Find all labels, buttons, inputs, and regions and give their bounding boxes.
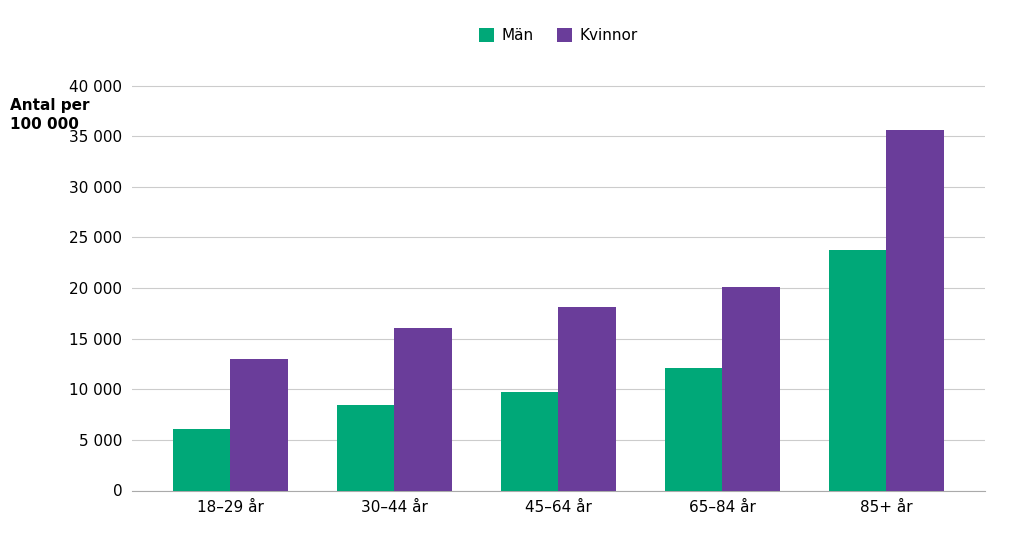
Bar (500, 392, 558, 490)
Bar (230, 359, 287, 490)
Bar (173, 429, 230, 490)
Text: Antal per
100 000: Antal per 100 000 (10, 98, 89, 132)
Bar (665, 368, 723, 490)
Legend: Män, Kvinnor: Män, Kvinnor (473, 22, 644, 49)
Bar (337, 405, 394, 490)
Bar (829, 250, 886, 490)
Bar (723, 287, 780, 490)
Bar (394, 328, 452, 490)
Bar (886, 130, 944, 490)
Bar (558, 307, 616, 490)
